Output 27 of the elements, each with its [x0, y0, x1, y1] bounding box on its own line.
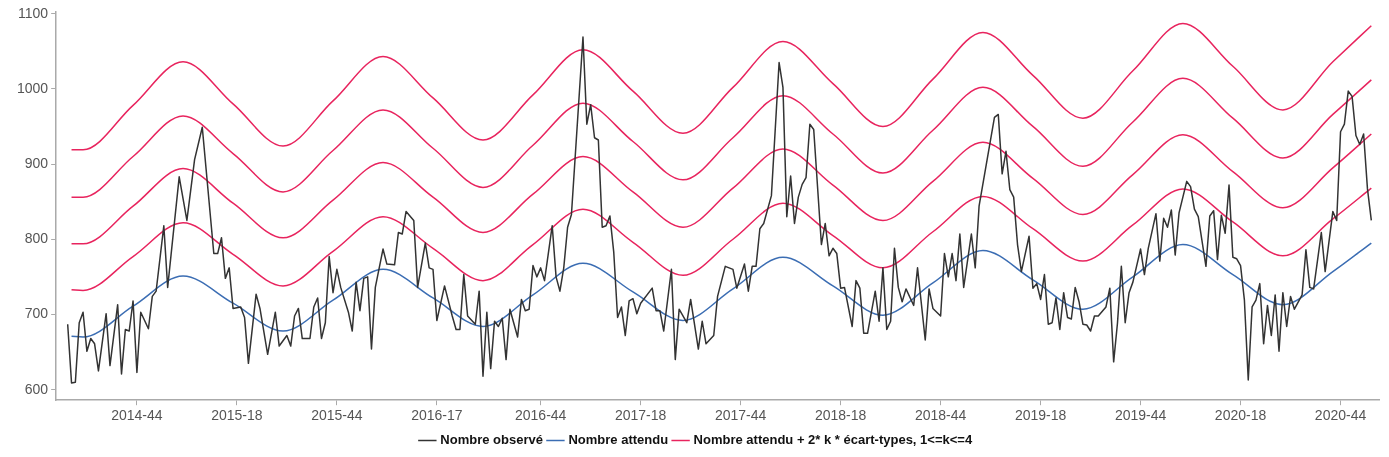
line-series	[70, 187, 1373, 292]
line-series	[70, 242, 1373, 338]
legend-label: Nombre attendu + 2* k * écart-types, 1<=k<=4	[693, 432, 973, 448]
y-tick-label: 900	[24, 154, 49, 171]
x-tick-label: 2016-17	[411, 407, 463, 424]
x-tick-label: 2020-18	[1214, 407, 1267, 424]
legend-label: Nombre observé	[440, 432, 543, 448]
x-tick-label: 2017-18	[614, 407, 667, 424]
x-tick-label: 2015-18	[211, 407, 263, 424]
y-tick-label: 800	[24, 230, 49, 247]
y-tick-label: 1100	[18, 4, 49, 21]
x-tick-label: 2017-44	[714, 407, 767, 424]
x-tick-label: 2018-44	[914, 407, 967, 424]
x-tick-label: 2015-44	[311, 407, 363, 424]
x-tick-label: 2016-44	[514, 407, 567, 424]
x-tick-label: 2019-18	[1014, 407, 1067, 424]
y-tick-label: 1000	[16, 79, 49, 96]
legend-label: Nombre attendu	[568, 432, 669, 448]
x-tick-label: 2020-44	[1314, 407, 1367, 424]
line-series	[70, 77, 1373, 198]
x-tick-label: 2014-44	[111, 407, 163, 424]
y-tick-label: 700	[24, 305, 49, 322]
line-series	[70, 133, 1373, 245]
x-tick-label: 2019-44	[1114, 407, 1167, 424]
y-tick-label: 600	[24, 380, 49, 397]
line-series	[70, 22, 1373, 151]
x-tick-label: 2018-18	[814, 407, 867, 424]
